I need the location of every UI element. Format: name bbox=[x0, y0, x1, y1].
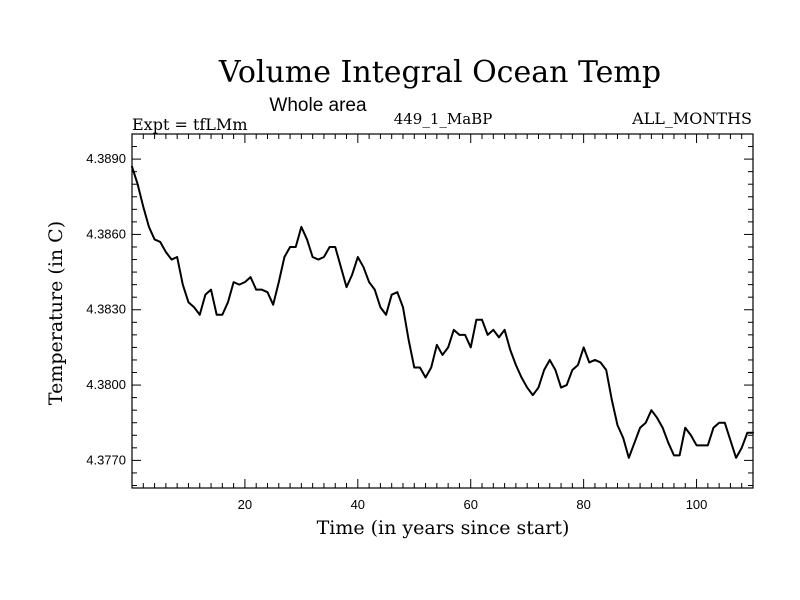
period-label: 449_1_MaBP bbox=[394, 110, 493, 128]
y-tick-label: 4.3770 bbox=[86, 452, 126, 467]
axis-ticks bbox=[132, 134, 753, 488]
x-tick-label: 40 bbox=[351, 497, 365, 512]
experiment-label: Expt = tfLMm bbox=[132, 115, 247, 134]
months-label: ALL_MONTHS bbox=[631, 109, 752, 128]
y-tick-label: 4.3800 bbox=[86, 377, 126, 392]
series-layer bbox=[131, 165, 754, 459]
x-tick-label: 80 bbox=[576, 497, 590, 512]
x-tick-label: 20 bbox=[238, 497, 252, 512]
axis-tick-labels: 20 40 60 80 100 4.3770 4.3800 4.3830 4.3860 4.389… bbox=[86, 151, 707, 512]
chart-title: Volume Integral Ocean Temp bbox=[218, 55, 661, 90]
y-tick-label: 4.3830 bbox=[86, 302, 126, 317]
chart-subtitle: Whole area bbox=[269, 95, 367, 116]
x-axis-label: Time (in years since start) bbox=[317, 517, 570, 539]
y-tick-label: 4.3860 bbox=[86, 226, 126, 241]
plot-frame bbox=[131, 133, 754, 489]
y-tick-label: 4.3890 bbox=[86, 151, 126, 166]
x-tick-label: 100 bbox=[686, 497, 708, 512]
series-line bbox=[131, 165, 754, 459]
y-axis-label: Temperature (in C) bbox=[45, 221, 67, 405]
x-tick-label: 60 bbox=[463, 497, 477, 512]
